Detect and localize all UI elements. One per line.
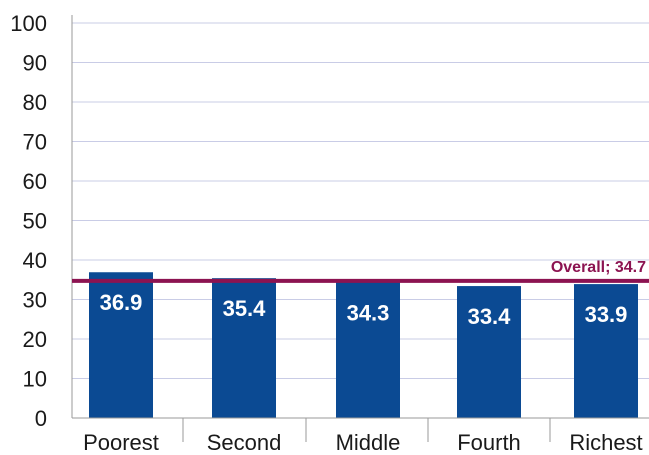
bars xyxy=(89,272,638,418)
y-tick-label: 50 xyxy=(23,209,47,234)
x-category-label: Middle xyxy=(336,430,401,455)
x-category-label: Poorest xyxy=(83,430,159,455)
y-tick-label: 70 xyxy=(23,130,47,155)
y-tick-label: 30 xyxy=(23,288,47,313)
y-tick-label: 0 xyxy=(35,406,47,431)
overall-reference-label: Overall; 34.7 xyxy=(551,259,646,276)
y-tick-label: 10 xyxy=(23,367,47,392)
bar-poorest xyxy=(89,272,153,418)
bar-value-label: 34.3 xyxy=(347,301,390,326)
bar-value-labels: 36.9 35.4 34.3 33.4 33.9 xyxy=(100,290,628,329)
x-category-label: Fourth xyxy=(457,430,521,455)
overall-reference: Overall; 34.7 xyxy=(72,259,649,283)
x-category-label: Second xyxy=(207,430,282,455)
bar-value-label: 33.9 xyxy=(585,302,628,327)
x-category-label: Richest xyxy=(569,430,642,455)
bar-fourth xyxy=(457,286,521,418)
gridlines xyxy=(72,22,649,379)
bar-richest xyxy=(574,284,638,418)
axes xyxy=(71,15,649,442)
y-axis-tick-labels: 0 10 20 30 40 50 60 70 80 90 100 xyxy=(10,11,47,431)
x-axis-category-labels: Poorest Second Middle Fourth Richest xyxy=(83,430,643,455)
y-tick-label: 80 xyxy=(23,90,47,115)
bar-value-label: 35.4 xyxy=(223,296,267,321)
bar-value-label: 33.4 xyxy=(468,304,512,329)
y-tick-label: 90 xyxy=(23,51,47,76)
bar-value-label: 36.9 xyxy=(100,290,143,315)
y-tick-label: 20 xyxy=(23,327,47,352)
y-tick-label: 60 xyxy=(23,169,47,194)
bar-middle xyxy=(336,282,400,418)
y-tick-label: 40 xyxy=(23,248,47,273)
bar-second xyxy=(212,278,276,418)
y-tick-label: 100 xyxy=(10,11,47,36)
